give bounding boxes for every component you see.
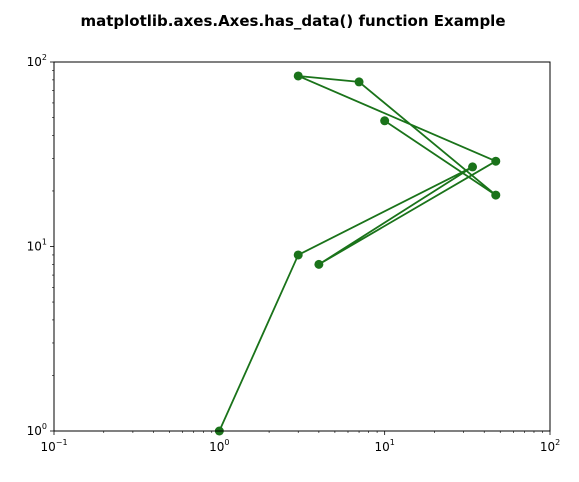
data-point [468,162,478,172]
data-point [293,250,303,260]
axes-frame [53,61,551,432]
data-point [314,259,324,269]
x-tick-label: 102 [540,438,560,454]
y-tick-label: 102 [27,53,47,69]
x-tick-label: 101 [374,438,394,454]
data-point [354,77,364,87]
data-point [491,156,501,166]
data-series [214,71,501,436]
data-point [491,190,501,200]
data-point [380,116,390,126]
x-tick-label: 10−1 [40,438,67,454]
y-tick-label: 101 [27,238,47,254]
series-line [218,75,497,432]
x-tick-label: 100 [209,438,229,454]
data-point [293,71,303,81]
chart-title: matplotlib.axes.Axes.has_data() function… [80,12,505,30]
y-tick-label: 100 [27,422,47,438]
